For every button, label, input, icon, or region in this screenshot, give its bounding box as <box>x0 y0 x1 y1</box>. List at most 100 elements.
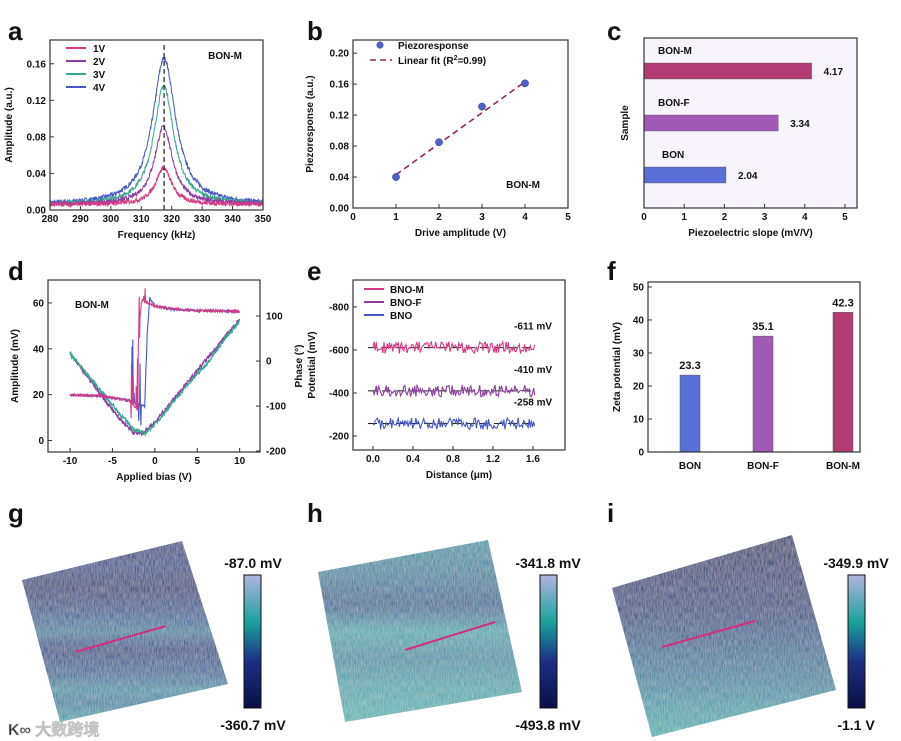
series-line-1V <box>49 165 264 209</box>
colorbar <box>243 574 262 709</box>
y-tick-label: -600 <box>329 345 349 356</box>
colorbar <box>847 574 866 709</box>
y-tick-label: 0.04 <box>330 173 350 184</box>
y-tick-label: 0.00 <box>330 204 350 215</box>
y-tick-label: 0.04 <box>27 169 47 180</box>
x-tick-label: 0 <box>350 212 356 223</box>
y-tick-label: 0.12 <box>27 96 47 107</box>
panel-letter-a: a <box>8 16 23 46</box>
plot-frame <box>352 279 566 451</box>
panel-letter-i: i <box>607 498 614 528</box>
y-tick-label: 0.20 <box>330 49 350 60</box>
series-line-BNO <box>373 416 536 431</box>
x-tick-label: 290 <box>72 214 89 225</box>
legend-label-linear-fit: Linear fit (R2=0.99) <box>398 55 486 67</box>
x-category-label: BON-F <box>747 461 779 472</box>
x-tick-label: 1 <box>681 212 687 223</box>
panel-letter-h: h <box>307 498 323 528</box>
surface-potential-map <box>22 541 228 722</box>
panel-letter-g: g <box>8 498 24 528</box>
x-tick-label: 280 <box>42 214 59 225</box>
legend-label-BNO: BNO <box>390 311 412 322</box>
data-point <box>521 79 529 88</box>
x-axis-label: Applied bias (V) <box>116 472 192 483</box>
colorbar-min-label: -1.1 V <box>837 717 875 733</box>
panel-a-resonance-chart: 280 290 300 310 320 330 340 350 0.00 0.04 0.08 0.12… <box>4 39 272 241</box>
y-tick-label: -400 <box>329 388 349 399</box>
x-tick-label: 350 <box>255 214 272 225</box>
y-tick-label: 10 <box>633 414 645 425</box>
x-tick-label: 300 <box>103 214 120 225</box>
x-tick-label: 2 <box>722 212 728 223</box>
legend-label-2V: 2V <box>93 57 106 68</box>
data-point <box>435 138 443 147</box>
y-tick-label: 60 <box>33 298 45 309</box>
surface-potential-map <box>612 535 836 737</box>
x-tick-label: 10 <box>234 456 246 467</box>
data-point <box>392 173 400 181</box>
bar-category-label: BON-F <box>658 98 690 109</box>
y2-tick-label: -100 <box>266 402 286 413</box>
bar-BON-M <box>832 312 854 453</box>
x-axis-label: Piezoelectric slope (mV/V) <box>688 228 813 239</box>
line-profile-marker <box>661 620 756 648</box>
x-tick-label: 3 <box>762 212 768 223</box>
x-tick-label: 0 <box>641 212 647 223</box>
x-tick-label: 1.2 <box>486 454 500 465</box>
y-axis-label: Piezoresponse (a.u.) <box>305 75 316 172</box>
bar-category-label: BON-M <box>658 46 692 57</box>
series-line-BNO-F <box>372 383 536 398</box>
y-tick-label: 40 <box>33 344 45 355</box>
panel-letter-f: f <box>607 256 616 286</box>
legend-label-4V: 4V <box>93 83 106 94</box>
x-tick-label: 1 <box>393 212 399 223</box>
y-tick-label: 50 <box>633 282 645 293</box>
plot-frame <box>647 281 861 453</box>
bar-value-label: 42.3 <box>832 297 853 309</box>
y-tick-label: 20 <box>33 390 45 401</box>
y-tick-label: 0 <box>638 448 644 459</box>
line-profile-marker <box>74 625 167 653</box>
panel-letter-d: d <box>8 256 24 286</box>
sample-annotation: BON-M <box>75 300 109 311</box>
colorbar-max-label: -341.8 mV <box>515 555 581 571</box>
y2-tick-label: -200 <box>266 447 286 458</box>
y-tick-label: 40 <box>633 315 645 326</box>
x-tick-label: -10 <box>63 456 78 467</box>
x-axis-label: Distance (μm) <box>426 470 492 481</box>
legend-label-BNO-M: BNO-M <box>390 285 424 296</box>
y2-tick-label: 0 <box>266 357 272 368</box>
x-tick-label: 1.6 <box>526 454 540 465</box>
bar-value-label: 2.04 <box>738 171 758 182</box>
x-axis-label: Drive amplitude (V) <box>415 228 506 239</box>
y-tick-label: 30 <box>633 348 645 359</box>
panel-h-potential-map: -341.8 mV -493.8 mV <box>318 540 581 733</box>
y-tick-label: 0.16 <box>27 59 47 70</box>
series-line-2V <box>49 123 264 208</box>
x-tick-label: 4 <box>802 212 808 223</box>
x-tick-label: 2 <box>436 212 442 223</box>
colorbar-min-label: -493.8 mV <box>515 717 581 733</box>
x-tick-label: 5 <box>194 456 200 467</box>
bar-BON <box>679 374 701 453</box>
legend-label-BNO-F: BNO-F <box>390 298 422 309</box>
x-tick-label: -5 <box>108 456 117 467</box>
y-tick-label: 0.16 <box>330 80 350 91</box>
legend-label-piezoresponse: Piezoresponse <box>398 41 469 52</box>
amplitude-series-line <box>69 320 241 438</box>
x-tick-label: 3 <box>479 212 485 223</box>
bar-BON-M <box>643 62 812 80</box>
bar-value-label: 3.34 <box>790 119 810 130</box>
bar-category-label: BON <box>662 150 684 161</box>
legend-label-1V: 1V <box>93 44 106 55</box>
bar-value-label: 35.1 <box>752 321 773 333</box>
colorbar <box>539 574 558 709</box>
x-tick-label: 0.8 <box>446 454 460 465</box>
plot-frame <box>643 37 858 209</box>
plot-frame <box>49 39 264 211</box>
panel-letter-b: b <box>307 16 323 46</box>
x-tick-label: 5 <box>842 212 848 223</box>
colorbar-max-label: -349.9 mV <box>823 555 889 571</box>
